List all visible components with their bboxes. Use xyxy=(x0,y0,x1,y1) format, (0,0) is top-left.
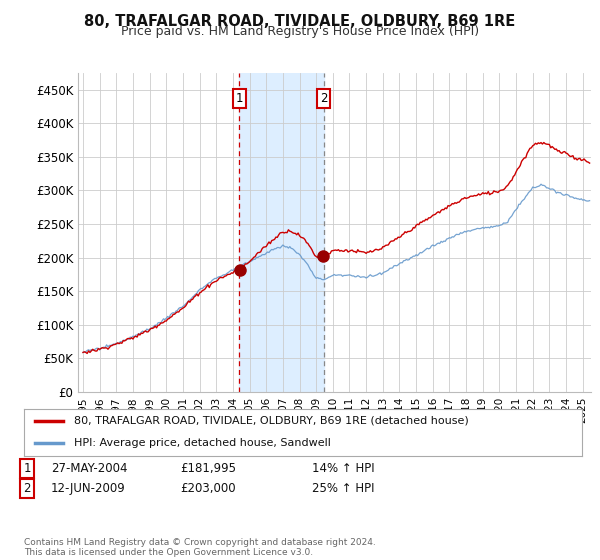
Text: 2: 2 xyxy=(320,92,327,105)
Text: HPI: Average price, detached house, Sandwell: HPI: Average price, detached house, Sand… xyxy=(74,438,331,448)
Bar xyxy=(239,73,323,392)
Text: 80, TRAFALGAR ROAD, TIVIDALE, OLDBURY, B69 1RE (detached house): 80, TRAFALGAR ROAD, TIVIDALE, OLDBURY, B… xyxy=(74,416,469,426)
Text: 80, TRAFALGAR ROAD, TIVIDALE, OLDBURY, B69 1RE: 80, TRAFALGAR ROAD, TIVIDALE, OLDBURY, B… xyxy=(85,14,515,29)
Text: 27-MAY-2004: 27-MAY-2004 xyxy=(51,462,128,475)
Text: Contains HM Land Registry data © Crown copyright and database right 2024.
This d: Contains HM Land Registry data © Crown c… xyxy=(24,538,376,557)
Text: £203,000: £203,000 xyxy=(180,482,236,495)
Text: 1: 1 xyxy=(235,92,243,105)
Text: 25% ↑ HPI: 25% ↑ HPI xyxy=(312,482,374,495)
Text: 12-JUN-2009: 12-JUN-2009 xyxy=(51,482,126,495)
Text: Price paid vs. HM Land Registry's House Price Index (HPI): Price paid vs. HM Land Registry's House … xyxy=(121,25,479,38)
Text: 2: 2 xyxy=(23,482,31,495)
Text: £181,995: £181,995 xyxy=(180,462,236,475)
Text: 1: 1 xyxy=(23,462,31,475)
Text: 14% ↑ HPI: 14% ↑ HPI xyxy=(312,462,374,475)
